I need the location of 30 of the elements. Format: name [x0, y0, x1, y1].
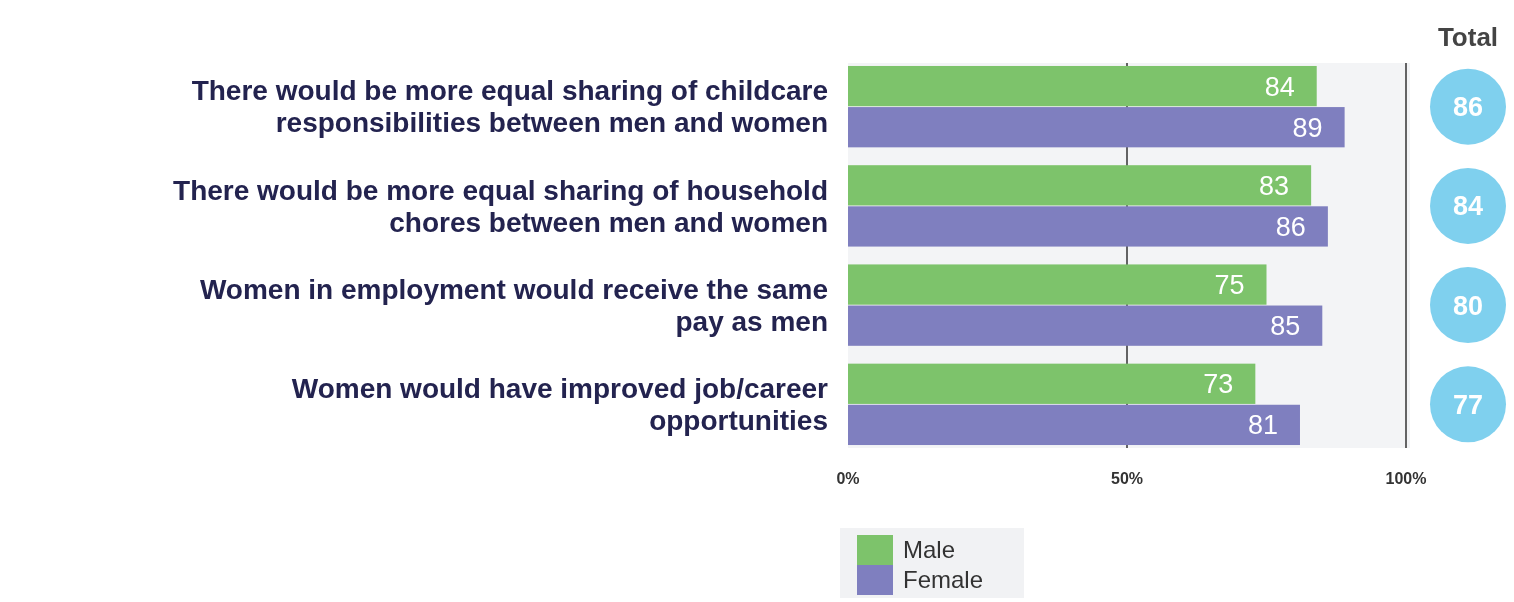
data-label: 85 [1270, 311, 1301, 342]
data-label: 81 [1247, 410, 1278, 441]
bar [848, 404, 1300, 446]
text: 80 [1452, 290, 1484, 321]
bar [848, 65, 1317, 107]
y-tick-label: Women would have improved job/career opportunities [291, 373, 829, 437]
x-tick-label: 50% [1110, 470, 1144, 487]
bar [848, 363, 1256, 404]
text: Total [1437, 22, 1499, 52]
data-label: 84 [1264, 71, 1295, 102]
bar [848, 107, 1345, 148]
y-tick-label: There would be more equal sharing of household chores between men and women [173, 174, 828, 238]
legend-label: Male [903, 536, 956, 564]
y-tick-label: There would be more equal sharing of childcare responsibilities between men and women [191, 75, 828, 139]
bar [848, 206, 1328, 247]
bar [848, 264, 1267, 305]
bar [848, 305, 1323, 346]
legend-label: Female [903, 566, 984, 594]
text: 86 [1452, 92, 1484, 123]
bar [848, 165, 1312, 206]
x-tick-label: 0% [836, 470, 860, 487]
data-label: 89 [1292, 112, 1323, 143]
data-label: 75 [1214, 270, 1245, 301]
data-label: 83 [1259, 170, 1290, 201]
x-tick-label: 100% [1385, 470, 1427, 487]
text: 84 [1452, 191, 1484, 222]
text: 77 [1452, 389, 1484, 420]
data-label: 86 [1275, 211, 1306, 242]
y-tick-label: Women in employment would receive the same pay as men [199, 273, 828, 337]
data-label: 73 [1203, 369, 1234, 400]
